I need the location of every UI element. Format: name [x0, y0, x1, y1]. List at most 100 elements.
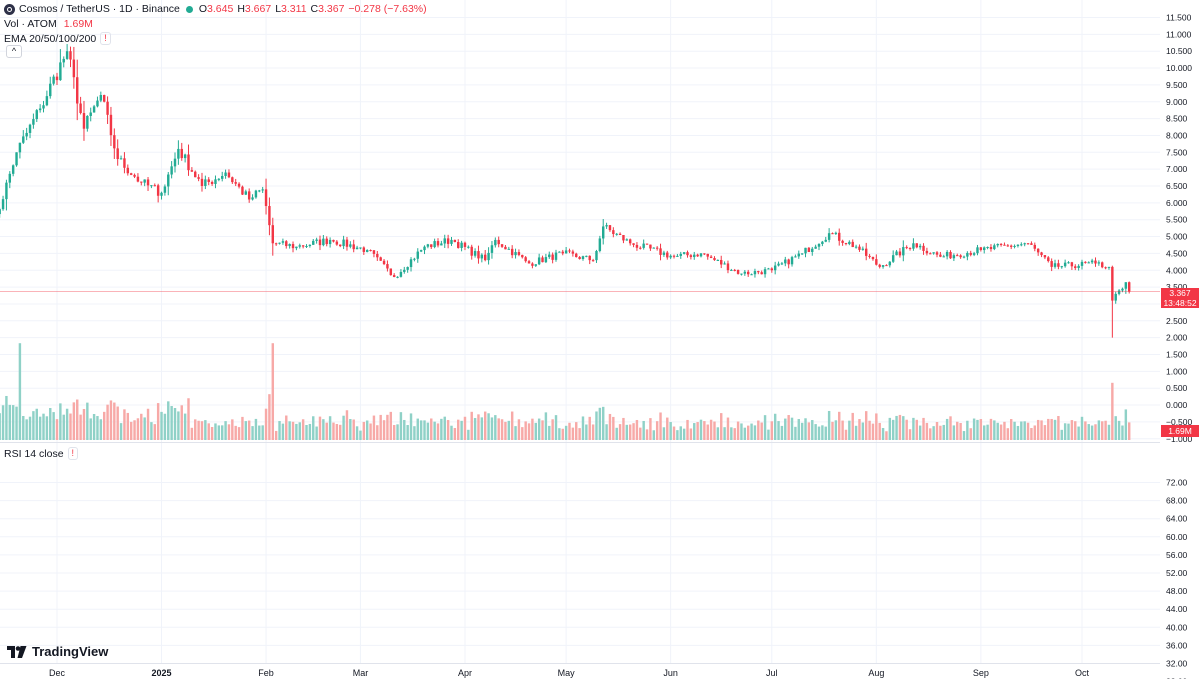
volume-bar	[635, 419, 639, 440]
price-tick-label: 10.000	[1166, 63, 1192, 73]
candle	[618, 232, 622, 236]
candle	[608, 225, 612, 232]
volume-bar	[831, 421, 834, 440]
candle	[709, 255, 713, 259]
tradingview-logo-icon	[7, 645, 27, 658]
volume-bar	[972, 418, 976, 440]
time-tick-label: Oct	[1075, 668, 1090, 678]
candle	[1016, 244, 1020, 248]
volume-bar	[787, 415, 790, 440]
candle	[413, 257, 416, 262]
candle	[767, 267, 770, 270]
candle	[386, 260, 389, 272]
ema-label: EMA 20/50/100/200	[4, 32, 97, 45]
candle	[827, 228, 831, 243]
ema-legend[interactable]: EMA 20/50/100/200 !	[4, 32, 111, 45]
candle	[419, 249, 423, 253]
volume-bar	[25, 419, 28, 440]
rsi-tick-label: 48.00	[1166, 586, 1188, 596]
price-axis[interactable]: 11.500 11.000 10.500 10.000 9.500 9.000 8.500 8…	[1166, 13, 1193, 444]
volume-bar	[406, 425, 409, 440]
candle	[82, 100, 86, 141]
rsi-legend[interactable]: RSI 14 close !	[4, 447, 79, 460]
volume-bar	[797, 419, 800, 440]
symbol-logo-icon	[4, 3, 15, 15]
volume-bar	[261, 425, 264, 440]
candle	[548, 251, 551, 259]
volume-bar	[969, 428, 972, 440]
candle	[1077, 264, 1080, 271]
volume-bar	[143, 417, 146, 440]
candle	[979, 246, 983, 252]
candle	[99, 91, 103, 103]
volume-legend[interactable]: Vol · ATOM 1.69M	[4, 18, 93, 30]
volume-bar	[355, 426, 359, 440]
volume-bar	[339, 424, 342, 440]
candle	[1114, 291, 1117, 304]
volume-bar	[318, 416, 322, 440]
volume-bar	[450, 425, 453, 440]
volume-bar	[1087, 424, 1090, 440]
candle	[780, 261, 784, 266]
volume-bar	[79, 414, 82, 440]
volume-bar	[96, 416, 99, 440]
volume-bar	[187, 398, 190, 440]
candle	[1009, 244, 1013, 250]
candle	[720, 255, 723, 269]
volume-bar	[989, 418, 993, 440]
candle	[123, 152, 126, 174]
candle	[1097, 260, 1101, 266]
candle	[972, 251, 976, 257]
candle	[595, 249, 598, 263]
volume-bar	[666, 417, 669, 440]
volume-bar	[167, 401, 170, 440]
candle	[524, 255, 527, 263]
candle	[11, 164, 15, 177]
candle	[160, 191, 163, 200]
volume-bar	[777, 421, 780, 440]
warning-icon[interactable]: !	[100, 32, 111, 45]
candle	[797, 250, 800, 259]
candle	[844, 242, 848, 246]
volume-bar	[42, 413, 45, 440]
candle	[1070, 261, 1074, 270]
volume-bar	[925, 422, 929, 440]
candle	[733, 268, 736, 272]
candle	[1020, 242, 1023, 247]
collapse-legend-button[interactable]: ^	[6, 45, 22, 58]
candle	[996, 243, 999, 248]
rsi-tick-label: 64.00	[1166, 514, 1188, 524]
symbol-legend[interactable]: Cosmos / TetherUS · 1D · Binance O 3.645 …	[4, 3, 427, 15]
candle	[571, 249, 575, 257]
candle	[389, 268, 393, 276]
volume-bar	[740, 423, 743, 440]
candle	[76, 59, 79, 121]
volume-bar	[1057, 416, 1060, 440]
volume-bar	[308, 423, 312, 440]
volume-bar	[86, 402, 89, 440]
time-tick-label: 2025	[152, 668, 172, 678]
volume-bar	[436, 423, 440, 440]
candle	[406, 266, 409, 273]
rsi-axis[interactable]: 72.00 68.00 64.00 60.00 56.00 52.00 48.00 44.00…	[1166, 478, 1188, 679]
volume-bar	[403, 419, 406, 440]
candle	[1074, 264, 1077, 271]
price-tick-label: 4.500	[1166, 248, 1188, 258]
candle	[834, 231, 838, 236]
candle	[8, 171, 12, 189]
rsi-tick-label: 28.00	[1166, 677, 1188, 679]
candle	[89, 107, 92, 122]
volume-bar	[844, 429, 848, 440]
candle	[659, 243, 662, 261]
candle	[605, 222, 608, 229]
candle	[534, 264, 537, 267]
candle	[1047, 256, 1050, 263]
volume-bar	[102, 411, 106, 440]
volume-bar	[1, 405, 5, 440]
volume-bar	[679, 426, 682, 440]
rsi-warning-icon[interactable]: !	[67, 447, 79, 460]
volume-bar	[996, 422, 999, 440]
time-axis[interactable]: Dec 2025 Feb Mar Apr May Jun Jul Aug Sep Oct	[49, 668, 1090, 678]
tradingview-logo[interactable]: TradingView	[7, 644, 108, 659]
